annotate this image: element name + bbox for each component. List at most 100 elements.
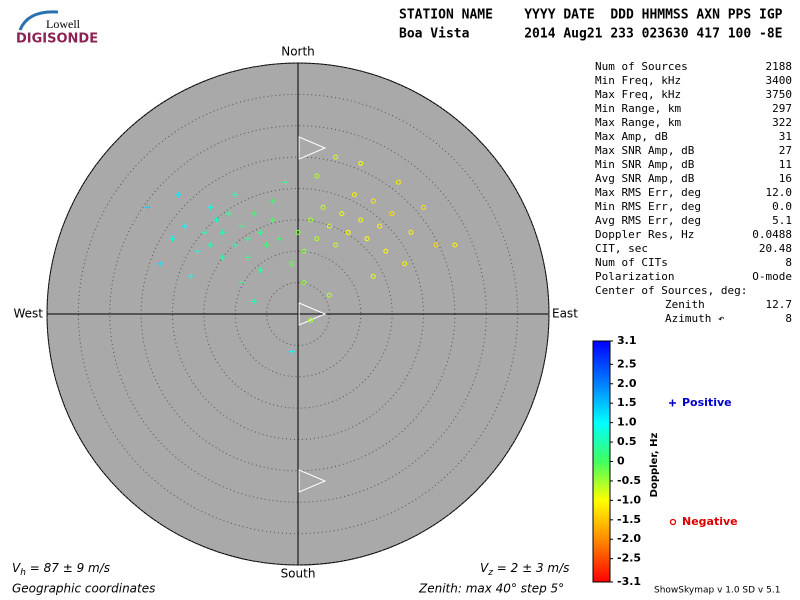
source-point — [207, 204, 214, 211]
stat-label: Max SNR Amp, dB — [595, 144, 695, 157]
colorbar-bar — [592, 340, 611, 583]
colorbar-tick-label: 2.0 — [617, 377, 637, 390]
source-point — [301, 280, 307, 286]
source-point — [207, 241, 214, 248]
legend-marker — [669, 518, 677, 526]
stat-value: 12.7 — [766, 298, 793, 311]
source-point — [251, 298, 258, 305]
source-point — [188, 273, 195, 280]
legend-label: Negative — [682, 515, 738, 528]
source-point — [358, 160, 364, 166]
header-line: STATION NAME YYYY DATE DDD HHMMSS AXN PP… — [399, 8, 783, 23]
legend-marker — [669, 399, 676, 407]
beam-arrow — [298, 136, 327, 160]
stat-label: Min Range, km — [595, 102, 681, 115]
stat-label: Azimuth ↶ — [665, 312, 725, 325]
source-point — [289, 261, 295, 267]
stat-value: 8 — [785, 312, 792, 325]
stat-label: Max Range, km — [595, 116, 681, 129]
stat-label: Doppler Res, Hz — [595, 228, 694, 241]
source-point — [364, 236, 370, 242]
source-point — [339, 211, 345, 217]
colorbar-tick-label: 0 — [617, 455, 625, 468]
stat-heading: Center of Sources, deg: — [595, 284, 747, 297]
source-point — [308, 217, 314, 223]
direction-label: West — [13, 307, 43, 321]
source-point — [326, 223, 332, 229]
stat-label: Num of CITs — [595, 256, 668, 269]
colorbar: 3.1 2.5 2.0 1.5 1.0 0.5 0 -0.5 -1.0 -1.5 -2.0 -2.5 -… — [592, 334, 738, 588]
source-point — [345, 229, 351, 235]
legend-label: Positive — [682, 396, 732, 409]
source-point — [257, 229, 264, 236]
stat-label: Avg SNR Amp, dB — [595, 172, 695, 185]
stat-value: 0.0488 — [752, 228, 792, 241]
source-point — [269, 198, 276, 205]
stat-value: 27 — [779, 144, 792, 157]
source-point — [182, 223, 189, 230]
colorbar-tick-label: -1.0 — [617, 493, 641, 506]
plot: North South West East — [13, 45, 578, 581]
direction-label: South — [281, 567, 316, 581]
stat-value: 0.0 — [772, 200, 792, 213]
source-point — [156, 260, 163, 267]
stat-value: 2188 — [766, 60, 793, 73]
beam-arrow — [298, 469, 327, 493]
stat-label: Avg RMS Err, deg — [595, 214, 701, 227]
source-point — [194, 248, 201, 255]
source-point — [395, 179, 401, 185]
stats-table: Num of Sources 2188 Min Freq, kHz 3400 Max F… — [595, 60, 792, 325]
direction-label: East — [552, 307, 578, 321]
stat-label: Polarization — [595, 270, 674, 283]
source-point — [225, 210, 232, 217]
stat-value: O-mode — [752, 270, 792, 283]
stat-value: 11 — [779, 158, 792, 171]
source-point — [377, 223, 383, 229]
source-point — [219, 254, 226, 261]
source-point — [320, 204, 326, 210]
source-point — [219, 229, 226, 236]
source-point — [238, 279, 245, 286]
vz: Vz = 2 ± 3 m/s — [480, 561, 569, 578]
source-point — [314, 173, 320, 179]
colorbar-tick-label: -2.0 — [617, 532, 641, 545]
source-point — [370, 198, 376, 204]
colorbar-tick-label: -0.5 — [617, 474, 641, 487]
source-point — [326, 292, 332, 298]
stat-label: CIT, sec — [595, 242, 648, 255]
stat-label: Max Freq, kHz — [595, 88, 681, 101]
source-point — [276, 235, 283, 242]
stat-label: Zenith — [665, 298, 705, 311]
source-point — [389, 211, 395, 217]
source-point — [263, 241, 270, 248]
stat-label: Max RMS Err, deg — [595, 186, 701, 199]
source-point — [351, 192, 357, 198]
zenith-note: Zenith: max 40° step 5° — [418, 582, 564, 596]
stat-label: Min SNR Amp, dB — [595, 158, 695, 171]
colorbar-tick-label: 1.5 — [617, 396, 637, 409]
logo-bottom: DIGISONDE — [16, 32, 98, 47]
source-point — [288, 348, 295, 355]
colorbar-tick-label: 1.0 — [617, 416, 637, 429]
colorbar-label: Doppler, Hz — [649, 433, 660, 498]
stat-label: Min RMS Err, deg — [595, 200, 701, 213]
stat-value: 8 — [785, 256, 792, 269]
colorbar-tick-label: -1.5 — [617, 513, 641, 526]
source-point — [333, 242, 339, 248]
logo-top: Lowell — [46, 17, 81, 31]
stat-value: 31 — [779, 130, 792, 143]
colorbar-tick-label: -3.1 — [617, 575, 641, 588]
source-point — [282, 179, 289, 186]
stat-value: 3400 — [766, 74, 793, 87]
source-point — [251, 210, 258, 217]
source-point — [402, 261, 408, 267]
source-point — [370, 273, 376, 279]
stat-value: 3750 — [766, 88, 793, 101]
source-point — [421, 204, 426, 210]
stat-value: 16 — [779, 172, 792, 185]
stat-label: Num of Sources — [595, 60, 688, 73]
stat-value: 297 — [772, 102, 792, 115]
colorbar-tick-label: -2.5 — [617, 552, 641, 565]
stat-label: Min Freq, kHz — [595, 74, 681, 87]
